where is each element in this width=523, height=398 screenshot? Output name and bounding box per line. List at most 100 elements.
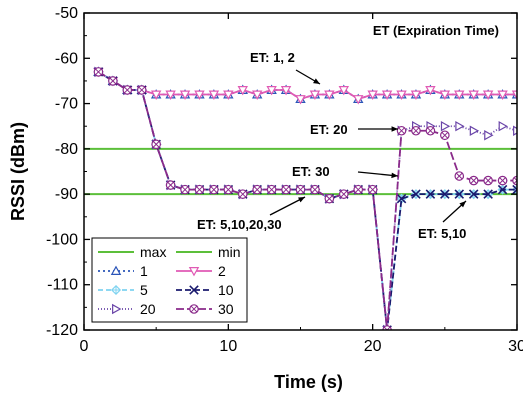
legend-marker-2 (188, 267, 200, 277)
series-30-point-23-b (427, 127, 434, 135)
series-10-point-25-b (454, 189, 465, 199)
annotation-et-5-10: ET: 5,10 (418, 226, 466, 241)
series-2-point-12 (266, 86, 277, 96)
series-10-point-21-b (396, 193, 407, 204)
series-20-point-25 (455, 120, 465, 132)
series-10-point-29 (512, 184, 517, 195)
plot-layer: -120 -110 -100 -90 -80 -70 -60 -50 0 10 20 30 Time (… (8, 5, 523, 392)
series-2-point-26 (468, 90, 479, 100)
x-tick-label: 30 (508, 338, 523, 355)
series-30-point-25-b (455, 172, 463, 180)
series-30-point-19-b (369, 186, 376, 193)
series-20-point-28 (498, 120, 509, 132)
series-2-point-17 (338, 86, 350, 96)
series-30-point-22-b (412, 127, 420, 135)
series-2-point-4 (150, 90, 162, 100)
y-tick-label: -110 (47, 277, 78, 294)
series-30-point-17-b (340, 190, 348, 198)
series-2-point-23 (425, 86, 436, 96)
series-2-point-16 (324, 90, 335, 100)
series-30-point-27-b (484, 177, 492, 184)
legend-marker-1 (110, 265, 122, 275)
x-axis-title: Time (s) (274, 372, 343, 392)
y-tick-label: -90 (55, 186, 78, 203)
annotation-et-20: ET: 20 (310, 122, 348, 137)
series-10-point-28-b (497, 184, 508, 195)
series-30-point-21-b (398, 127, 405, 135)
series-30-point-14-b (297, 186, 304, 193)
series-20-point-29 (513, 125, 517, 136)
y-axis-title: RSSI (dBm) (8, 122, 28, 221)
series-2-point-28 (497, 90, 508, 100)
series-2-point-11 (251, 90, 263, 100)
legend-label-10: 10 (218, 282, 234, 298)
series-2-point-7 (194, 90, 205, 100)
series-30-point-20-a (383, 326, 388, 330)
legend-label-min: min (218, 244, 241, 260)
legend-label-1: 1 (140, 263, 148, 279)
series-30-point-13-b (282, 186, 290, 193)
x-tick-label: 10 (219, 338, 237, 355)
series-10-point-23-b (425, 189, 436, 199)
legend-marker-30-b (190, 305, 198, 313)
series-10-point-22 (411, 189, 421, 199)
series-2-point-21 (396, 90, 407, 100)
series-2-point-24 (439, 90, 451, 100)
et-box-label: ET (Expiration Time) (373, 23, 499, 38)
legend-marker-10-b (189, 285, 199, 295)
series-10-point-24-b (440, 189, 450, 199)
x-tick-label: 20 (364, 338, 382, 355)
series-30-point-29-b (513, 179, 517, 184)
legend-label-20: 20 (140, 301, 156, 317)
series-2-point-9 (223, 90, 234, 100)
arrow-et-5-10-head (459, 201, 466, 208)
series-10-line (97, 71, 517, 330)
legend-label-30: 30 (218, 301, 234, 317)
series-10-point-29-b (512, 188, 517, 195)
series-10-point-23 (425, 189, 436, 199)
series-2-point-27 (482, 90, 494, 100)
series-2-point-22 (410, 90, 422, 100)
series-30-point-2-b (124, 86, 131, 94)
series-2-point-15 (309, 90, 321, 100)
series-2-point-20 (381, 90, 393, 100)
series-10-point-25 (454, 189, 465, 199)
legend-label-2: 2 (218, 263, 226, 279)
series-10-point-27-b (483, 189, 493, 199)
series-30-point-4-b (152, 141, 160, 148)
series-10-point-28 (497, 184, 508, 195)
series-30-point-6-b (181, 186, 189, 193)
series-30-point-24-b (441, 131, 449, 139)
y-tick-label: -70 (55, 96, 78, 113)
series-10-point-29-a (512, 184, 517, 191)
y-tick-label: -100 (46, 231, 78, 248)
series-2-point-18 (353, 95, 364, 105)
series-30-point-18-b (354, 186, 362, 193)
series-2-point-10 (237, 86, 248, 96)
arrow-et-30-shaft (357, 171, 399, 177)
series-2-point-5 (165, 90, 176, 100)
x-tick-label: 0 (80, 338, 89, 355)
series-30-point-16-b (326, 195, 333, 202)
series-30-point-0-b (95, 68, 102, 76)
series-2-point-6 (179, 90, 191, 100)
series-30-point-15-b (311, 186, 319, 193)
series-30-point-20-b (386, 326, 391, 330)
series-2-point-13 (280, 86, 292, 96)
series-30-point-3-b (138, 86, 146, 94)
series-30-point-9-b (225, 186, 232, 193)
arrow-et-5-10-20-30-head (298, 197, 305, 203)
series-30-line (97, 71, 517, 330)
legend-label-5: 5 (140, 282, 148, 298)
legend: max min 1 2 5 10 20 30 (91, 237, 248, 323)
series-10-point-24 (440, 189, 450, 199)
series-10-point-27 (483, 189, 493, 199)
series-30-point-12-b (268, 186, 275, 193)
series-30-point-10-b (239, 190, 247, 198)
arrow-et-1-2-head (313, 78, 320, 84)
series-20-point-27 (484, 130, 494, 141)
annotation-et-1-2: ET: 1, 2 (250, 50, 295, 65)
series-2-point-19 (367, 90, 378, 100)
y-tick-label: -120 (46, 322, 78, 339)
